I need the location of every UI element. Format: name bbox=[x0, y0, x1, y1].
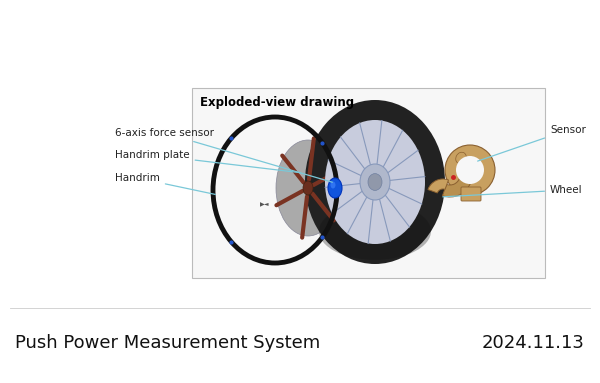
Ellipse shape bbox=[456, 152, 466, 164]
Ellipse shape bbox=[331, 182, 335, 188]
Text: Exploded-view drawing: Exploded-view drawing bbox=[200, 95, 354, 108]
Ellipse shape bbox=[303, 181, 313, 195]
Text: Handrim: Handrim bbox=[115, 173, 215, 195]
Ellipse shape bbox=[276, 140, 340, 236]
Wedge shape bbox=[428, 179, 448, 193]
Text: Wheel: Wheel bbox=[443, 185, 583, 197]
Text: Sensor: Sensor bbox=[478, 125, 586, 161]
Ellipse shape bbox=[360, 164, 390, 200]
Text: 6-axis force sensor: 6-axis force sensor bbox=[115, 128, 332, 182]
Text: Handrim plate: Handrim plate bbox=[115, 150, 300, 173]
Ellipse shape bbox=[445, 145, 495, 195]
Text: ▶◄: ▶◄ bbox=[260, 203, 270, 208]
Ellipse shape bbox=[319, 203, 431, 260]
Ellipse shape bbox=[368, 173, 382, 190]
Bar bbox=[192, 88, 545, 278]
Text: 2024.11.13: 2024.11.13 bbox=[482, 334, 585, 352]
Wedge shape bbox=[442, 178, 470, 197]
Ellipse shape bbox=[328, 178, 342, 198]
FancyBboxPatch shape bbox=[461, 187, 481, 201]
Text: Push Power Measurement System: Push Power Measurement System bbox=[15, 334, 320, 352]
Ellipse shape bbox=[456, 156, 484, 184]
Ellipse shape bbox=[305, 100, 445, 264]
Ellipse shape bbox=[325, 120, 425, 244]
